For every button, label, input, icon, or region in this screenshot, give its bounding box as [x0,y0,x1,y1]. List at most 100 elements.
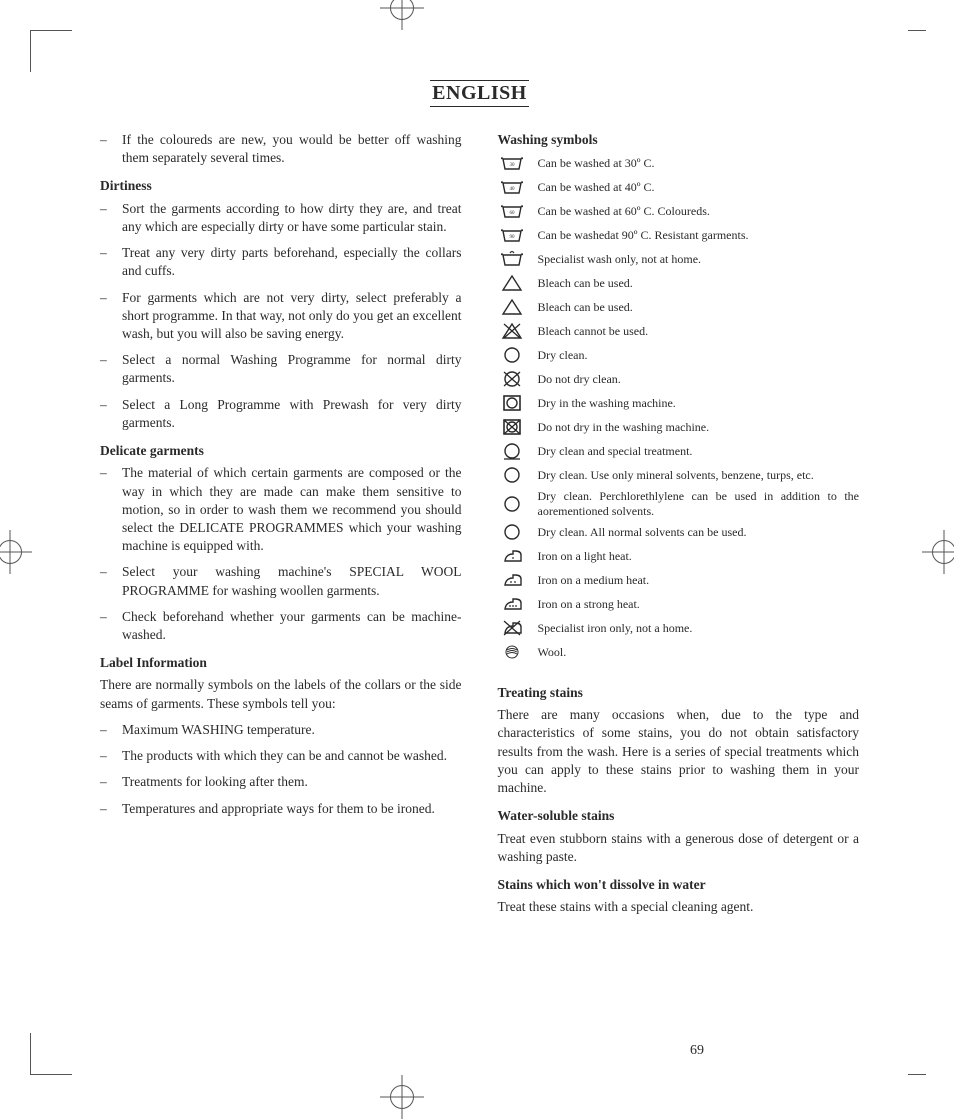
section-heading-water-soluble: Water-soluble stains [498,807,860,825]
tub60-icon: 60 [498,201,526,221]
symbol-description: Bleach can be used. [538,276,860,290]
symbol-description: Iron on a strong heat. [538,597,860,611]
crop-mark-top-left [30,30,72,72]
symbol-description: Dry clean. Use only mineral solvents, be… [538,468,860,482]
page-number: 69 [690,1043,704,1059]
svg-text:30: 30 [509,163,515,168]
list-item: –Select a normal Washing Programme for n… [100,351,462,387]
water-soluble-paragraph: Treat even stubborn stains with a genero… [498,830,860,866]
symbol-description: Dry clean. Perchlorethlylene can be used… [538,489,860,518]
washing-symbols-table: 30 Can be washed at 30º C. 40 Can be washed… [498,153,860,662]
symbol-description: Specialist wash only, not at home. [538,252,860,266]
section-heading-delicate: Delicate garments [100,442,462,460]
symbol-description: Bleach can be used. [538,300,860,314]
crop-mark-bottom-left [30,1033,72,1075]
circle-icon [498,465,526,485]
list-item: –For garments which are not very dirty, … [100,289,462,344]
list-item: –Treatments for looking after them. [100,773,462,791]
symbol-row: Dry clean and special treatment. [498,441,860,461]
symbol-description: Bleach cannot be used. [538,324,860,338]
tri-x-icon [498,321,526,341]
list-item: –Maximum WASHING temperature. [100,721,462,739]
treating-paragraph: There are many occasions when, due to th… [498,706,860,797]
symbol-row: Specialist wash only, not at home. [498,249,860,269]
list-item: –Select a Long Programme with Prewash fo… [100,396,462,432]
crop-mark-top-right [908,30,926,31]
label-list: –Maximum WASHING temperature. –The produ… [100,721,462,818]
list-item: –If the coloureds are new, you would be … [100,131,462,167]
delicate-list: –The material of which certain garments … [100,464,462,644]
iron-x-icon [498,618,526,638]
symbol-row: 90 Can be washedat 90º C. Resistant garme… [498,225,860,245]
wool-icon [498,642,526,662]
symbol-description: Dry in the washing machine. [538,396,860,410]
page-title: ENGLISH [430,80,529,107]
symbol-description: Specialist iron only, not a home. [538,621,860,635]
symbol-row: Dry clean. Use only mineral solvents, be… [498,465,860,485]
iron1-icon [498,546,526,566]
registration-mark-top [390,0,414,20]
symbol-description: Can be washed at 30º C. [538,156,860,170]
section-heading-symbols: Washing symbols [498,131,860,149]
symbol-description: Do not dry clean. [538,372,860,386]
iron2-icon [498,570,526,590]
symbol-row: Dry clean. [498,345,860,365]
symbol-row: Wool. [498,642,860,662]
tri-icon [498,273,526,293]
circle-icon [498,494,526,514]
symbol-row: 60 Can be washed at 60º C. Coloureds. [498,201,860,221]
section-heading-non-water: Stains which won't dissolve in water [498,876,860,894]
symbol-description: Can be washed at 60º C. Coloureds. [538,204,860,218]
tub40-icon: 40 [498,177,526,197]
left-column: –If the coloureds are new, you would be … [100,131,462,916]
symbol-description: Dry clean. All normal solvents can be us… [538,525,860,539]
svg-text:60: 60 [509,211,515,216]
list-item: –Temperatures and appropriate ways for t… [100,800,462,818]
tri-icon [498,297,526,317]
iron3-icon [498,594,526,614]
symbol-row: Do not dry in the washing machine. [498,417,860,437]
tub30-icon: 30 [498,153,526,173]
section-heading-dirtiness: Dirtiness [100,177,462,195]
symbol-row: 40 Can be washed at 40º C. [498,177,860,197]
non-water-paragraph: Treat these stains with a special cleani… [498,898,860,916]
symbol-row: Bleach can be used. [498,297,860,317]
symbol-description: Can be washed at 40º C. [538,180,860,194]
list-text: If the coloureds are new, you would be b… [122,131,462,167]
list-item: –Treat any very dirty parts beforehand, … [100,244,462,280]
section-heading-treating: Treating stains [498,684,860,702]
list-item: –Sort the garments according to how dirt… [100,200,462,236]
symbol-description: Wool. [538,645,860,659]
symbol-row: Iron on a strong heat. [498,594,860,614]
circle-x-icon [498,369,526,389]
tubhand-icon [498,249,526,269]
symbol-description: Do not dry in the washing machine. [538,420,860,434]
symbol-row: Bleach can be used. [498,273,860,293]
symbol-description: Iron on a medium heat. [538,573,860,587]
svg-text:90: 90 [509,235,515,240]
sq-circ-x-icon [498,417,526,437]
circle-icon [498,345,526,365]
symbol-row: Do not dry clean. [498,369,860,389]
crop-mark-bottom-right [908,1074,926,1075]
registration-mark-bottom [390,1085,414,1109]
manual-page: ENGLISH –If the coloureds are new, you w… [0,0,954,1105]
symbol-row: Dry clean. All normal solvents can be us… [498,522,860,542]
circle-bar-icon [498,441,526,461]
symbol-description: Can be washedat 90º C. Resistant garment… [538,228,860,242]
tub90-icon: 90 [498,225,526,245]
label-paragraph: There are normally symbols on the labels… [100,676,462,712]
section-heading-label: Label Information [100,654,462,672]
list-item: –The products with which they can be and… [100,747,462,765]
symbol-description: Iron on a light heat. [538,549,860,563]
symbol-description: Dry clean. [538,348,860,362]
dirtiness-list: –Sort the garments according to how dirt… [100,200,462,432]
symbol-row: Specialist iron only, not a home. [498,618,860,638]
symbol-description: Dry clean and special treatment. [538,444,860,458]
list-item: –The material of which certain garments … [100,464,462,555]
right-column: Washing symbols 30 Can be washed at 30º C… [498,131,860,916]
symbol-row: Dry in the washing machine. [498,393,860,413]
registration-mark-right [932,540,954,564]
symbol-row: Dry clean. Perchlorethlylene can be used… [498,489,860,518]
registration-mark-left [0,540,22,564]
